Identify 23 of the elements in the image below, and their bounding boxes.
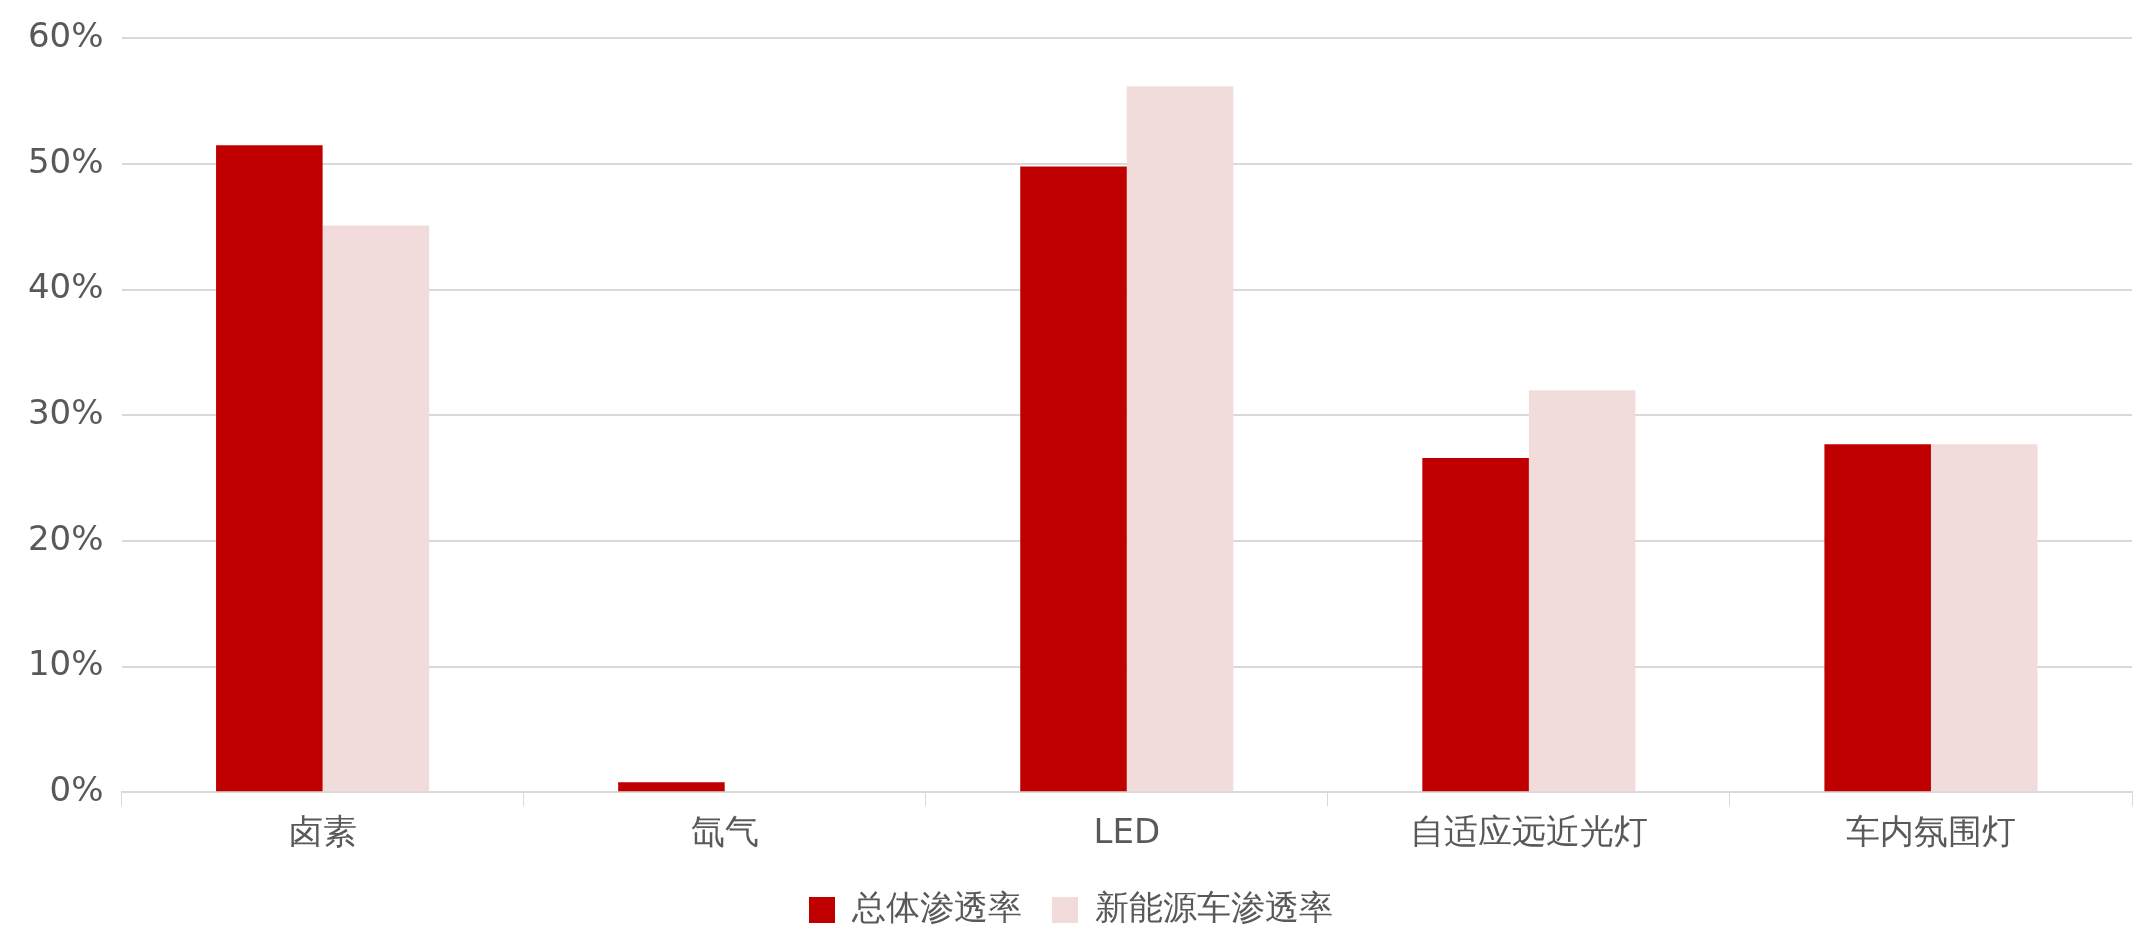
bar bbox=[216, 145, 323, 792]
y-tick-label: 60% bbox=[27, 15, 104, 56]
bar bbox=[618, 782, 725, 792]
y-tick-label: 50% bbox=[27, 140, 104, 181]
x-tick-label: 氙气 bbox=[690, 811, 759, 852]
bar bbox=[1824, 444, 1931, 792]
bar bbox=[322, 225, 430, 792]
x-tick-label: LED bbox=[1093, 811, 1161, 852]
y-tick-label: 0% bbox=[49, 769, 104, 810]
bar bbox=[1020, 166, 1127, 792]
legend-label: 新能源车渗透率 bbox=[1095, 886, 1333, 927]
x-tick-label: 车内氛围灯 bbox=[1845, 811, 2016, 852]
y-tick-label: 20% bbox=[27, 517, 104, 558]
x-tick-label: 卤素 bbox=[288, 811, 357, 852]
bar bbox=[1528, 390, 1636, 792]
legend-label: 总体渗透率 bbox=[851, 886, 1022, 927]
bar bbox=[1422, 458, 1529, 792]
y-tick-label: 40% bbox=[27, 266, 104, 307]
y-tick-label: 30% bbox=[27, 392, 104, 433]
bar bbox=[1126, 86, 1234, 792]
y-tick-label: 10% bbox=[27, 643, 104, 684]
x-tick-label: 自适应远近光灯 bbox=[1409, 811, 1648, 852]
bar bbox=[1930, 444, 2038, 792]
